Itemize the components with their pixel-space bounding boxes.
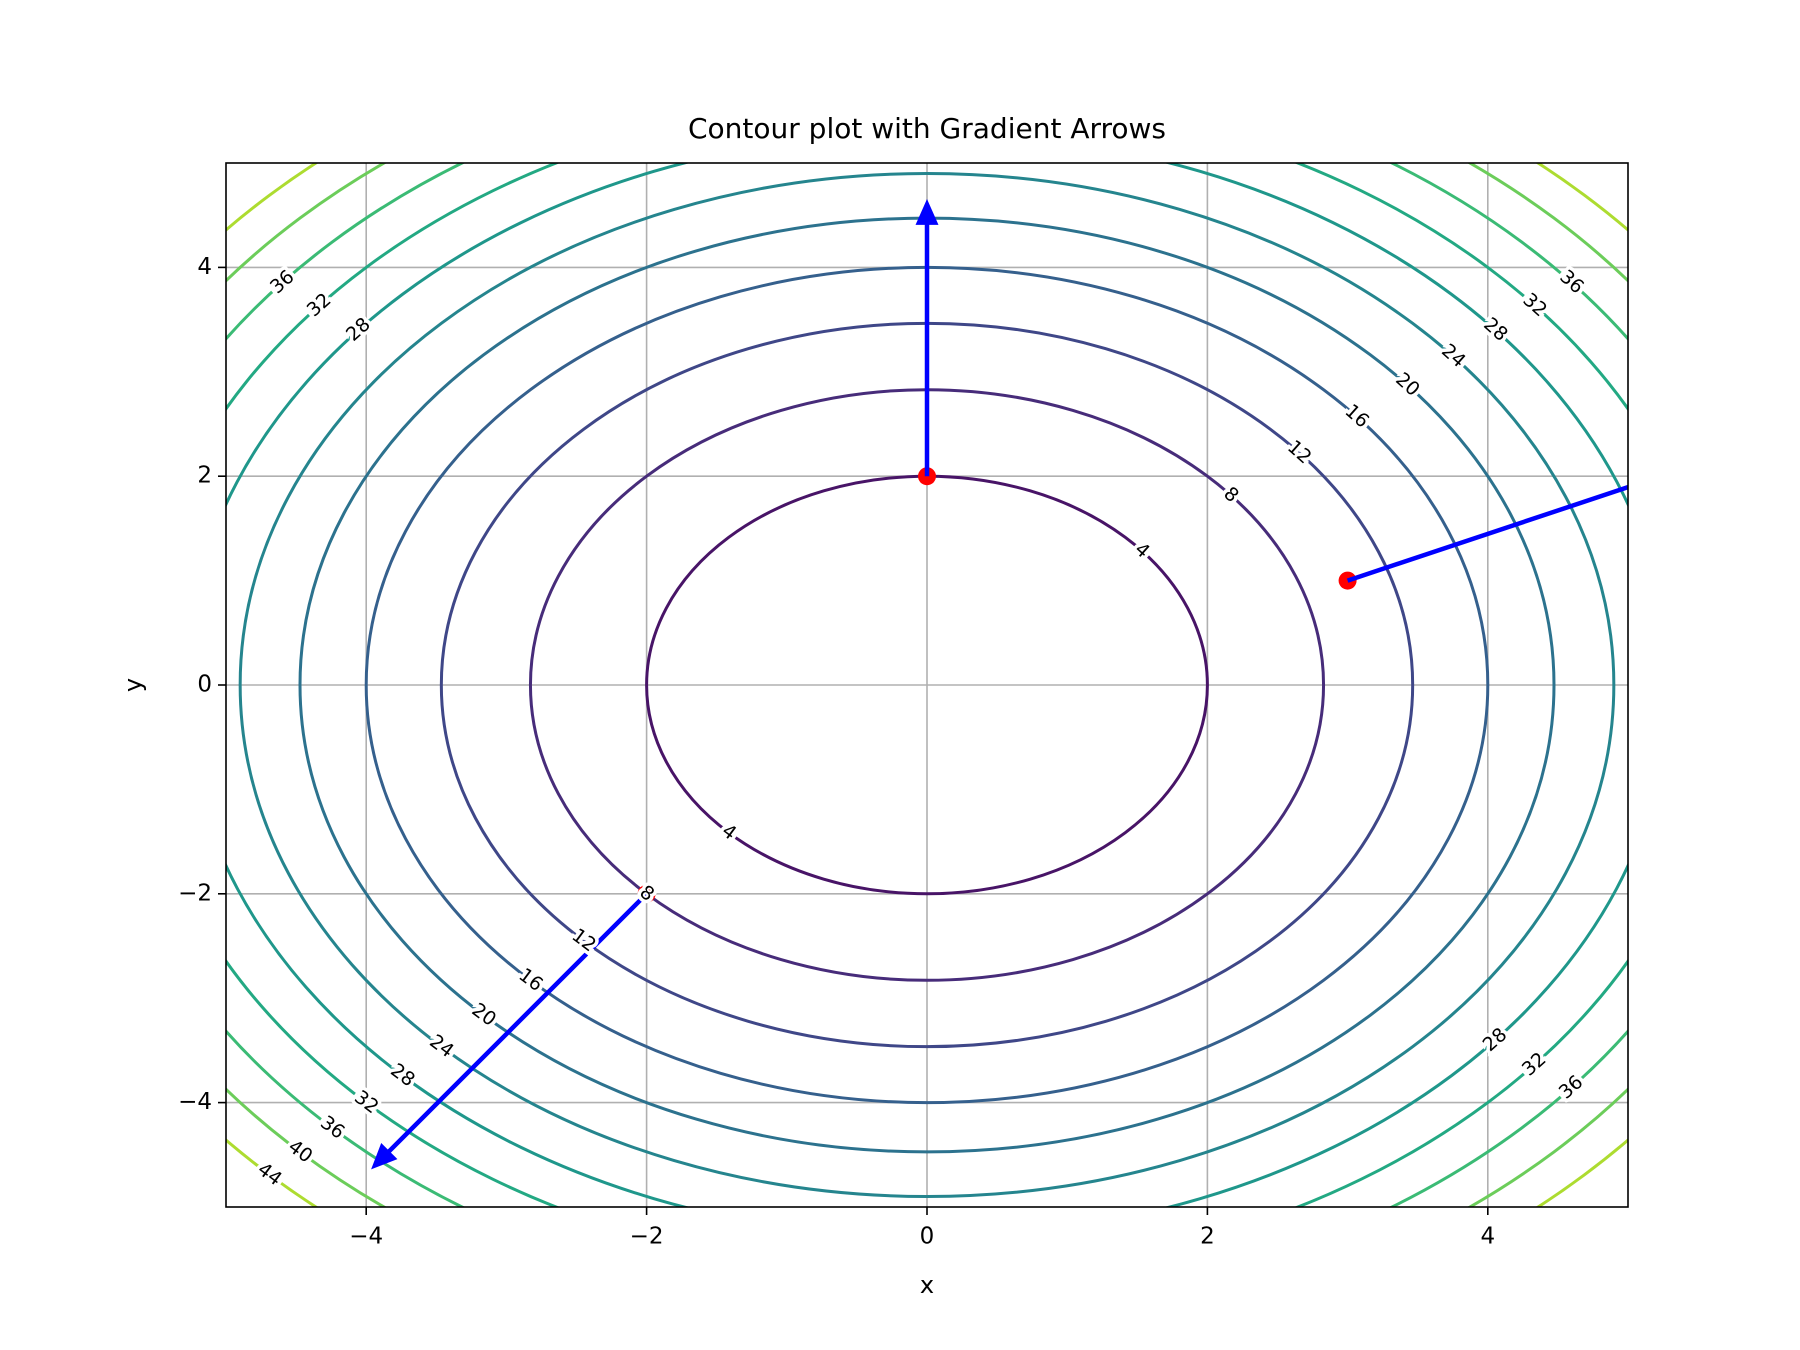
contour-line xyxy=(238,172,1616,1198)
y-tick-label: 4 xyxy=(197,254,212,280)
x-tick-label: −4 xyxy=(349,1224,383,1250)
x-tick-label: 0 xyxy=(920,1224,935,1250)
y-tick-label: −4 xyxy=(178,1089,212,1115)
x-tick-label: −2 xyxy=(630,1224,664,1250)
y-tick-label: 2 xyxy=(197,463,212,489)
x-axis-label: x xyxy=(920,1271,934,1299)
plot-frame xyxy=(225,162,1629,1208)
gradient-arrow xyxy=(371,892,649,1170)
x-tick-label: 4 xyxy=(1480,1224,1495,1250)
gradient-arrow xyxy=(915,199,939,477)
y-tick-label: −2 xyxy=(178,880,212,906)
ticks: −4 −2 0 2 4 −4 −2 0 2 4 xyxy=(178,254,1495,1250)
gradient-arrow xyxy=(1346,484,1628,583)
y-tick-label: 0 xyxy=(197,672,212,698)
chart-title: Contour plot with Gradient Arrows xyxy=(688,112,1166,145)
y-axis-label: y xyxy=(119,678,147,692)
x-tick-label: 2 xyxy=(1200,1224,1215,1250)
